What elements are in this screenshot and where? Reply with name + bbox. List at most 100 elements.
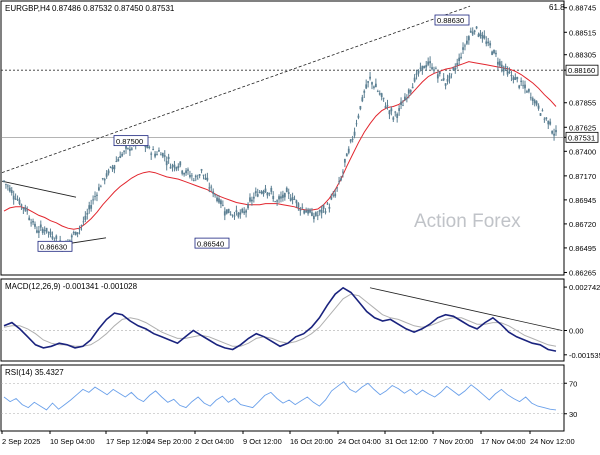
candle-body	[450, 73, 453, 75]
candle-body	[373, 86, 375, 88]
candle-body	[167, 156, 170, 160]
candle-body	[270, 187, 273, 192]
candle-body	[214, 194, 217, 196]
candle-body	[101, 178, 104, 179]
candle-body	[113, 165, 116, 170]
candle-body	[55, 235, 58, 239]
candle-body	[342, 171, 344, 173]
candle-body	[440, 79, 443, 81]
candle-body	[322, 205, 325, 209]
candle-body	[301, 207, 304, 209]
candle-body	[448, 75, 451, 79]
candle-body	[276, 200, 278, 202]
candle-body	[349, 139, 352, 142]
candle-body	[181, 170, 184, 174]
candle-body	[218, 198, 220, 203]
candle-body	[177, 165, 180, 168]
candle-body	[123, 151, 125, 153]
candle-body	[204, 177, 207, 180]
candle-body	[384, 105, 387, 109]
candle-body	[359, 106, 362, 110]
candle-body	[369, 76, 371, 79]
candle-body	[146, 144, 149, 149]
candle-body	[340, 178, 342, 181]
candle-body	[378, 93, 381, 95]
watermark: Action Forex	[414, 211, 521, 232]
candle-body	[88, 205, 91, 210]
rsi-tick-label: 30	[569, 410, 577, 419]
x-tick-label: 17 Nov 04:00	[481, 437, 526, 446]
x-tick-label: 2 Sep 2025	[2, 437, 40, 446]
candle-body	[256, 194, 259, 197]
candle-body	[196, 178, 199, 180]
candle-body	[194, 175, 197, 178]
candle-body	[156, 154, 158, 155]
chart-symbol: EURGBP,H4	[5, 4, 51, 13]
candle-body	[380, 93, 383, 98]
candle-body	[247, 203, 249, 209]
price-label-text: 0.86540	[197, 239, 224, 248]
candle-body	[452, 67, 455, 70]
candle-body	[115, 161, 118, 162]
candle-body	[512, 77, 515, 80]
macd-tick-label: -0.001535	[569, 351, 600, 360]
candle-body	[225, 209, 228, 214]
candle-body	[446, 78, 449, 82]
candle-body	[179, 161, 182, 166]
candle-body	[278, 196, 280, 200]
candle-body	[545, 117, 548, 119]
candle-body	[169, 166, 172, 169]
candle-body	[491, 51, 493, 55]
candle-body	[159, 154, 162, 156]
macd-tick-label: 0.00	[569, 327, 584, 336]
candle-body	[338, 181, 340, 183]
candle-body	[125, 145, 127, 149]
x-tick-label: 16 Oct 20:00	[290, 437, 333, 446]
candle-body	[316, 215, 319, 217]
candle-body	[475, 26, 478, 29]
candle-body	[466, 40, 468, 44]
candle-body	[22, 207, 25, 210]
candle-body	[374, 83, 377, 88]
candle-body	[254, 191, 257, 194]
price-label-text: 0.88630	[437, 16, 464, 25]
candle-body	[210, 186, 213, 188]
candle-body	[489, 43, 492, 46]
candle-body	[460, 56, 462, 58]
candle-body	[429, 61, 432, 64]
candle-body	[320, 209, 323, 214]
candle-body	[415, 73, 418, 75]
rsi-panel-frame	[0, 364, 565, 432]
axis-price-box	[565, 64, 599, 76]
candle-body	[485, 41, 488, 44]
candle-body	[533, 100, 536, 104]
candle-body	[462, 47, 464, 50]
candle-body	[264, 188, 267, 193]
candle-body	[295, 200, 298, 204]
candle-body	[121, 153, 124, 156]
x-tick-label: 24 Nov 12:00	[530, 437, 575, 446]
candle-body	[527, 88, 530, 92]
candle-body	[436, 74, 439, 79]
candle-body	[471, 31, 474, 35]
candle-body	[487, 41, 490, 44]
candle-body	[8, 187, 11, 192]
price-tick-label: 0.86495	[569, 244, 596, 253]
candle-body	[481, 34, 484, 39]
candle-body	[223, 211, 226, 216]
candle-body	[18, 199, 21, 204]
price-tick-label: 0.87855	[569, 99, 596, 108]
candle-body	[289, 198, 292, 201]
candle-body	[233, 215, 236, 217]
candle-body	[216, 197, 218, 202]
candle-body	[231, 214, 234, 216]
candle-body	[336, 187, 339, 189]
candle-body	[10, 190, 13, 193]
candle-body	[524, 84, 526, 89]
moving-average-line	[3, 61, 557, 230]
candle-body	[326, 203, 329, 205]
price-label-box	[37, 240, 73, 252]
macd-title: MACD(12,26,9) -0.001341 -0.001028	[5, 282, 138, 291]
price-tick-label: 0.88515	[569, 28, 596, 37]
